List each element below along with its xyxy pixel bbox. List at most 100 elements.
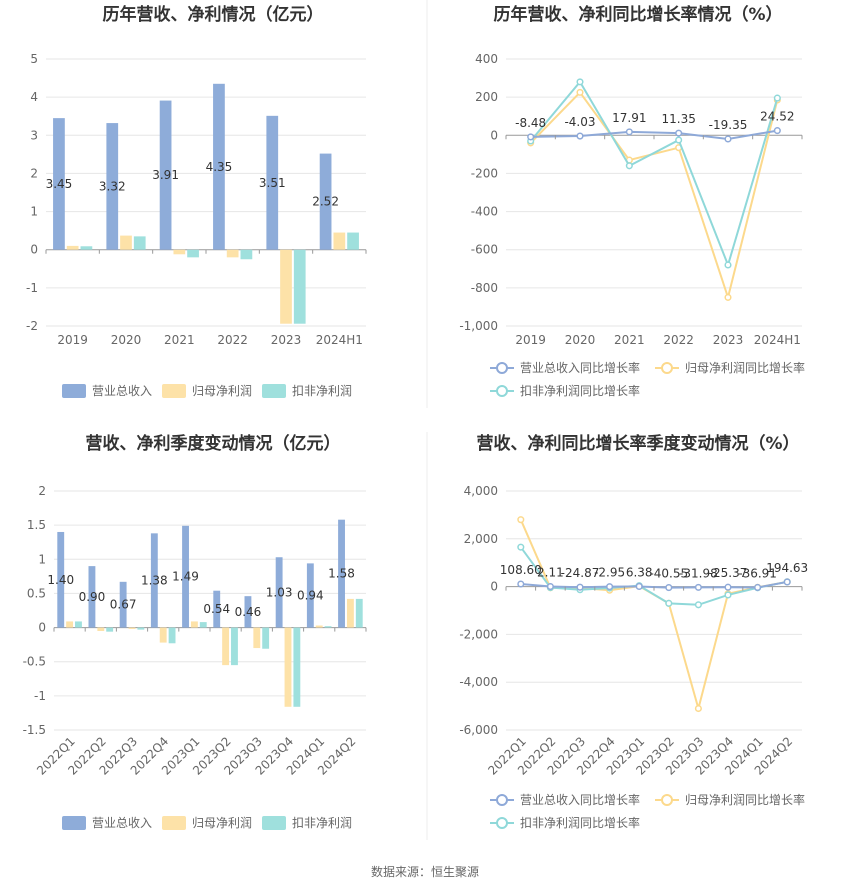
point-marker — [724, 591, 732, 599]
point-marker — [724, 583, 732, 591]
bar — [173, 249, 186, 255]
y-tick-label: 0 — [38, 621, 46, 635]
legend-swatch — [62, 384, 86, 398]
point-marker — [635, 582, 643, 590]
y-tick-label: 2 — [30, 166, 38, 180]
annual-revenue-profit-chart: 历年营收、净利情况（亿元） 5 4 3 2 1 0 -1 -2 3.45 3.32 3.91 4.35 3… — [26, 4, 367, 398]
y-tick-label: 200 — [475, 90, 498, 104]
data-label: 0.90 — [79, 590, 106, 604]
bar — [253, 627, 261, 649]
y-tick-label: 1 — [38, 552, 46, 566]
bar — [80, 246, 93, 250]
data-source: 数据来源：恒生聚源 — [371, 864, 479, 879]
y-tick-label: 1.5 — [27, 518, 46, 532]
point-marker — [517, 543, 525, 551]
y-tick-label: 5 — [30, 52, 38, 66]
chart-title: 营收、净利季度变动情况（亿元） — [86, 433, 341, 454]
y-tick-label: -1.5 — [23, 723, 46, 737]
point-marker — [754, 583, 762, 592]
point-marker — [576, 88, 584, 96]
point-marker — [694, 601, 702, 609]
point-marker — [675, 136, 683, 144]
chart-title: 营收、净利同比增长率季度变动情况（%） — [476, 433, 799, 454]
chart-title: 历年营收、净利同比增长率情况（%） — [493, 4, 782, 25]
x-tick-label: 2019 — [57, 333, 88, 347]
legend-label: 扣非净利润同比增长率 — [520, 815, 640, 830]
bar — [346, 598, 354, 628]
y-tick-label: -1,000 — [459, 319, 498, 333]
point-marker — [527, 133, 535, 141]
y-tick-label: -600 — [471, 243, 498, 257]
y-tick-label: 3 — [30, 128, 38, 142]
bar — [88, 566, 96, 628]
bar — [231, 627, 238, 666]
point-marker — [694, 704, 702, 713]
bar — [53, 118, 65, 250]
bar — [128, 627, 136, 629]
x-tick-label: 2019 — [515, 333, 546, 347]
data-label: -8.48 — [515, 116, 546, 130]
data-label: 1.38 — [141, 573, 168, 587]
bar — [133, 236, 146, 250]
y-tick-label: 0 — [490, 580, 498, 594]
x-tick-label: 2020 — [565, 333, 596, 347]
point-marker — [625, 162, 633, 170]
series-line — [530, 129, 778, 140]
data-label: 4.35 — [206, 160, 233, 174]
legend-label: 营业总收入 — [92, 384, 152, 398]
bar — [275, 557, 283, 628]
bar — [338, 519, 345, 628]
data-label: 11.35 — [661, 112, 695, 126]
point-marker — [665, 599, 673, 607]
bar — [57, 531, 65, 628]
y-tick-label: 0 — [30, 243, 38, 257]
y-tick-label: 1 — [30, 205, 38, 219]
bar — [293, 627, 301, 707]
bar — [333, 232, 346, 250]
bar — [106, 627, 114, 632]
legend-label: 营业总收入 — [92, 816, 152, 830]
x-tick-label: 2020 — [111, 333, 142, 347]
y-tick-label: -2 — [26, 319, 38, 333]
y-tick-label: -6,000 — [459, 723, 498, 737]
quarterly-revenue-profit-chart: 营收、净利季度变动情况（亿元） 2 1.5 1 0.5 0 -0.5 -1 -1.5 1.40 0.… — [23, 433, 367, 830]
data-label: 1.58 — [328, 567, 355, 581]
point-marker — [576, 132, 584, 140]
bar — [137, 627, 145, 630]
point-marker — [694, 583, 702, 591]
bar — [66, 621, 74, 628]
y-tick-label: 0.5 — [27, 586, 46, 600]
bar — [355, 598, 363, 628]
data-label: -2.95 — [594, 566, 625, 580]
legend-label: 归母净利润 — [192, 816, 252, 830]
point-marker — [625, 128, 633, 136]
bar — [347, 232, 359, 250]
data-label: -24.87 — [561, 566, 600, 580]
data-label: 1.40 — [47, 573, 74, 587]
y-tick-label: -1 — [34, 689, 46, 703]
bar — [106, 123, 119, 250]
legend-swatch-marker — [496, 817, 508, 829]
bar — [97, 627, 105, 631]
y-tick-label: -800 — [471, 281, 498, 295]
data-label: -36.91 — [738, 566, 777, 580]
bar — [75, 621, 82, 628]
series-line — [529, 80, 779, 269]
bar — [66, 245, 79, 250]
legend-swatch-marker — [496, 385, 508, 397]
point-marker — [576, 583, 584, 591]
bar — [150, 533, 158, 628]
legend-label: 归母净利润同比增长率 — [685, 792, 805, 807]
y-tick-label: 4 — [30, 90, 38, 104]
legend-label: 扣非净利润同比增长率 — [520, 383, 640, 398]
data-label: -40.55 — [649, 567, 688, 581]
data-label: -31.98 — [679, 566, 718, 580]
y-tick-label: 400 — [475, 52, 498, 66]
y-tick-label: -2,000 — [459, 627, 498, 641]
bar — [213, 590, 221, 628]
bar — [213, 83, 225, 250]
legend-swatch-marker — [496, 794, 508, 806]
y-tick-label: -400 — [471, 205, 498, 219]
series-line — [519, 519, 788, 713]
bar — [319, 153, 332, 250]
